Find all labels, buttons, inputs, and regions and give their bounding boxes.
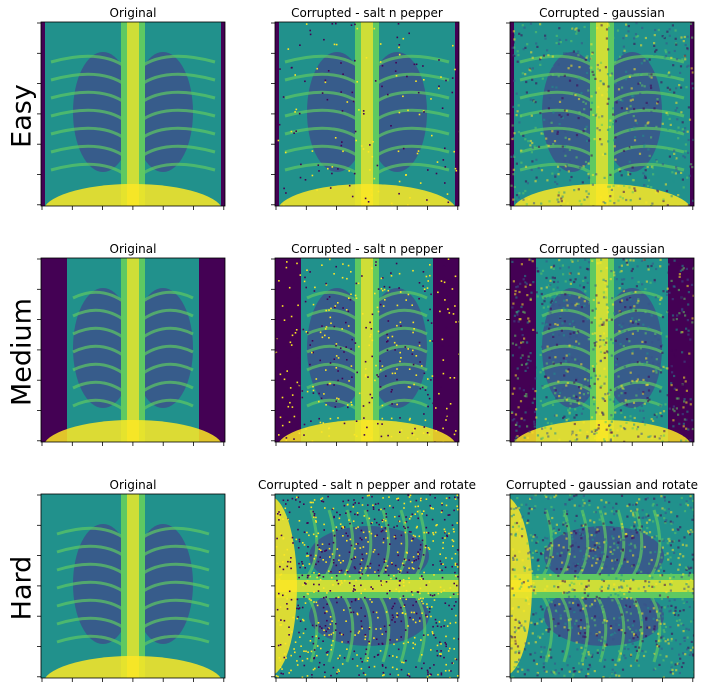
- panel-title: Original: [109, 478, 157, 492]
- xray-panel-medium-original: [37, 257, 226, 446]
- xray-panel-easy-original: [37, 21, 226, 210]
- xray-panel-hard-gaussian-rotate: [506, 493, 695, 682]
- panel-title: Corrupted - salt n pepper: [291, 242, 443, 256]
- row-label-medium: Medium: [6, 298, 38, 406]
- row-label-easy: Easy: [6, 84, 38, 148]
- xray-panel-easy-gaussian: [506, 21, 695, 210]
- xray-image: [506, 257, 695, 446]
- panel-title: Corrupted - salt n pepper and rotate: [257, 478, 477, 492]
- xray-image: [506, 21, 695, 210]
- xray-image: [271, 257, 460, 446]
- xray-image: [37, 257, 226, 446]
- panel-title: Original: [109, 242, 157, 256]
- panel-title: Original: [109, 6, 157, 20]
- xray-image: [37, 493, 226, 682]
- xray-panel-hard-saltpepper-rotate: [271, 493, 460, 682]
- xray-image: [506, 493, 695, 682]
- xray-panel-medium-gaussian: [506, 257, 695, 446]
- xray-image: [271, 21, 460, 210]
- row-label-hard: Hard: [6, 555, 38, 621]
- xray-image: [37, 21, 226, 210]
- panel-title: Corrupted - salt n pepper: [291, 6, 443, 20]
- xray-panel-hard-original: [37, 493, 226, 682]
- panel-title: Corrupted - gaussian and rotate: [506, 478, 698, 492]
- xray-image: [271, 493, 460, 682]
- xray-panel-medium-saltpepper: [271, 257, 460, 446]
- xray-panel-easy-saltpepper: [271, 21, 460, 210]
- panel-title: Corrupted - gaussian: [539, 242, 665, 256]
- panel-title: Corrupted - gaussian: [539, 6, 665, 20]
